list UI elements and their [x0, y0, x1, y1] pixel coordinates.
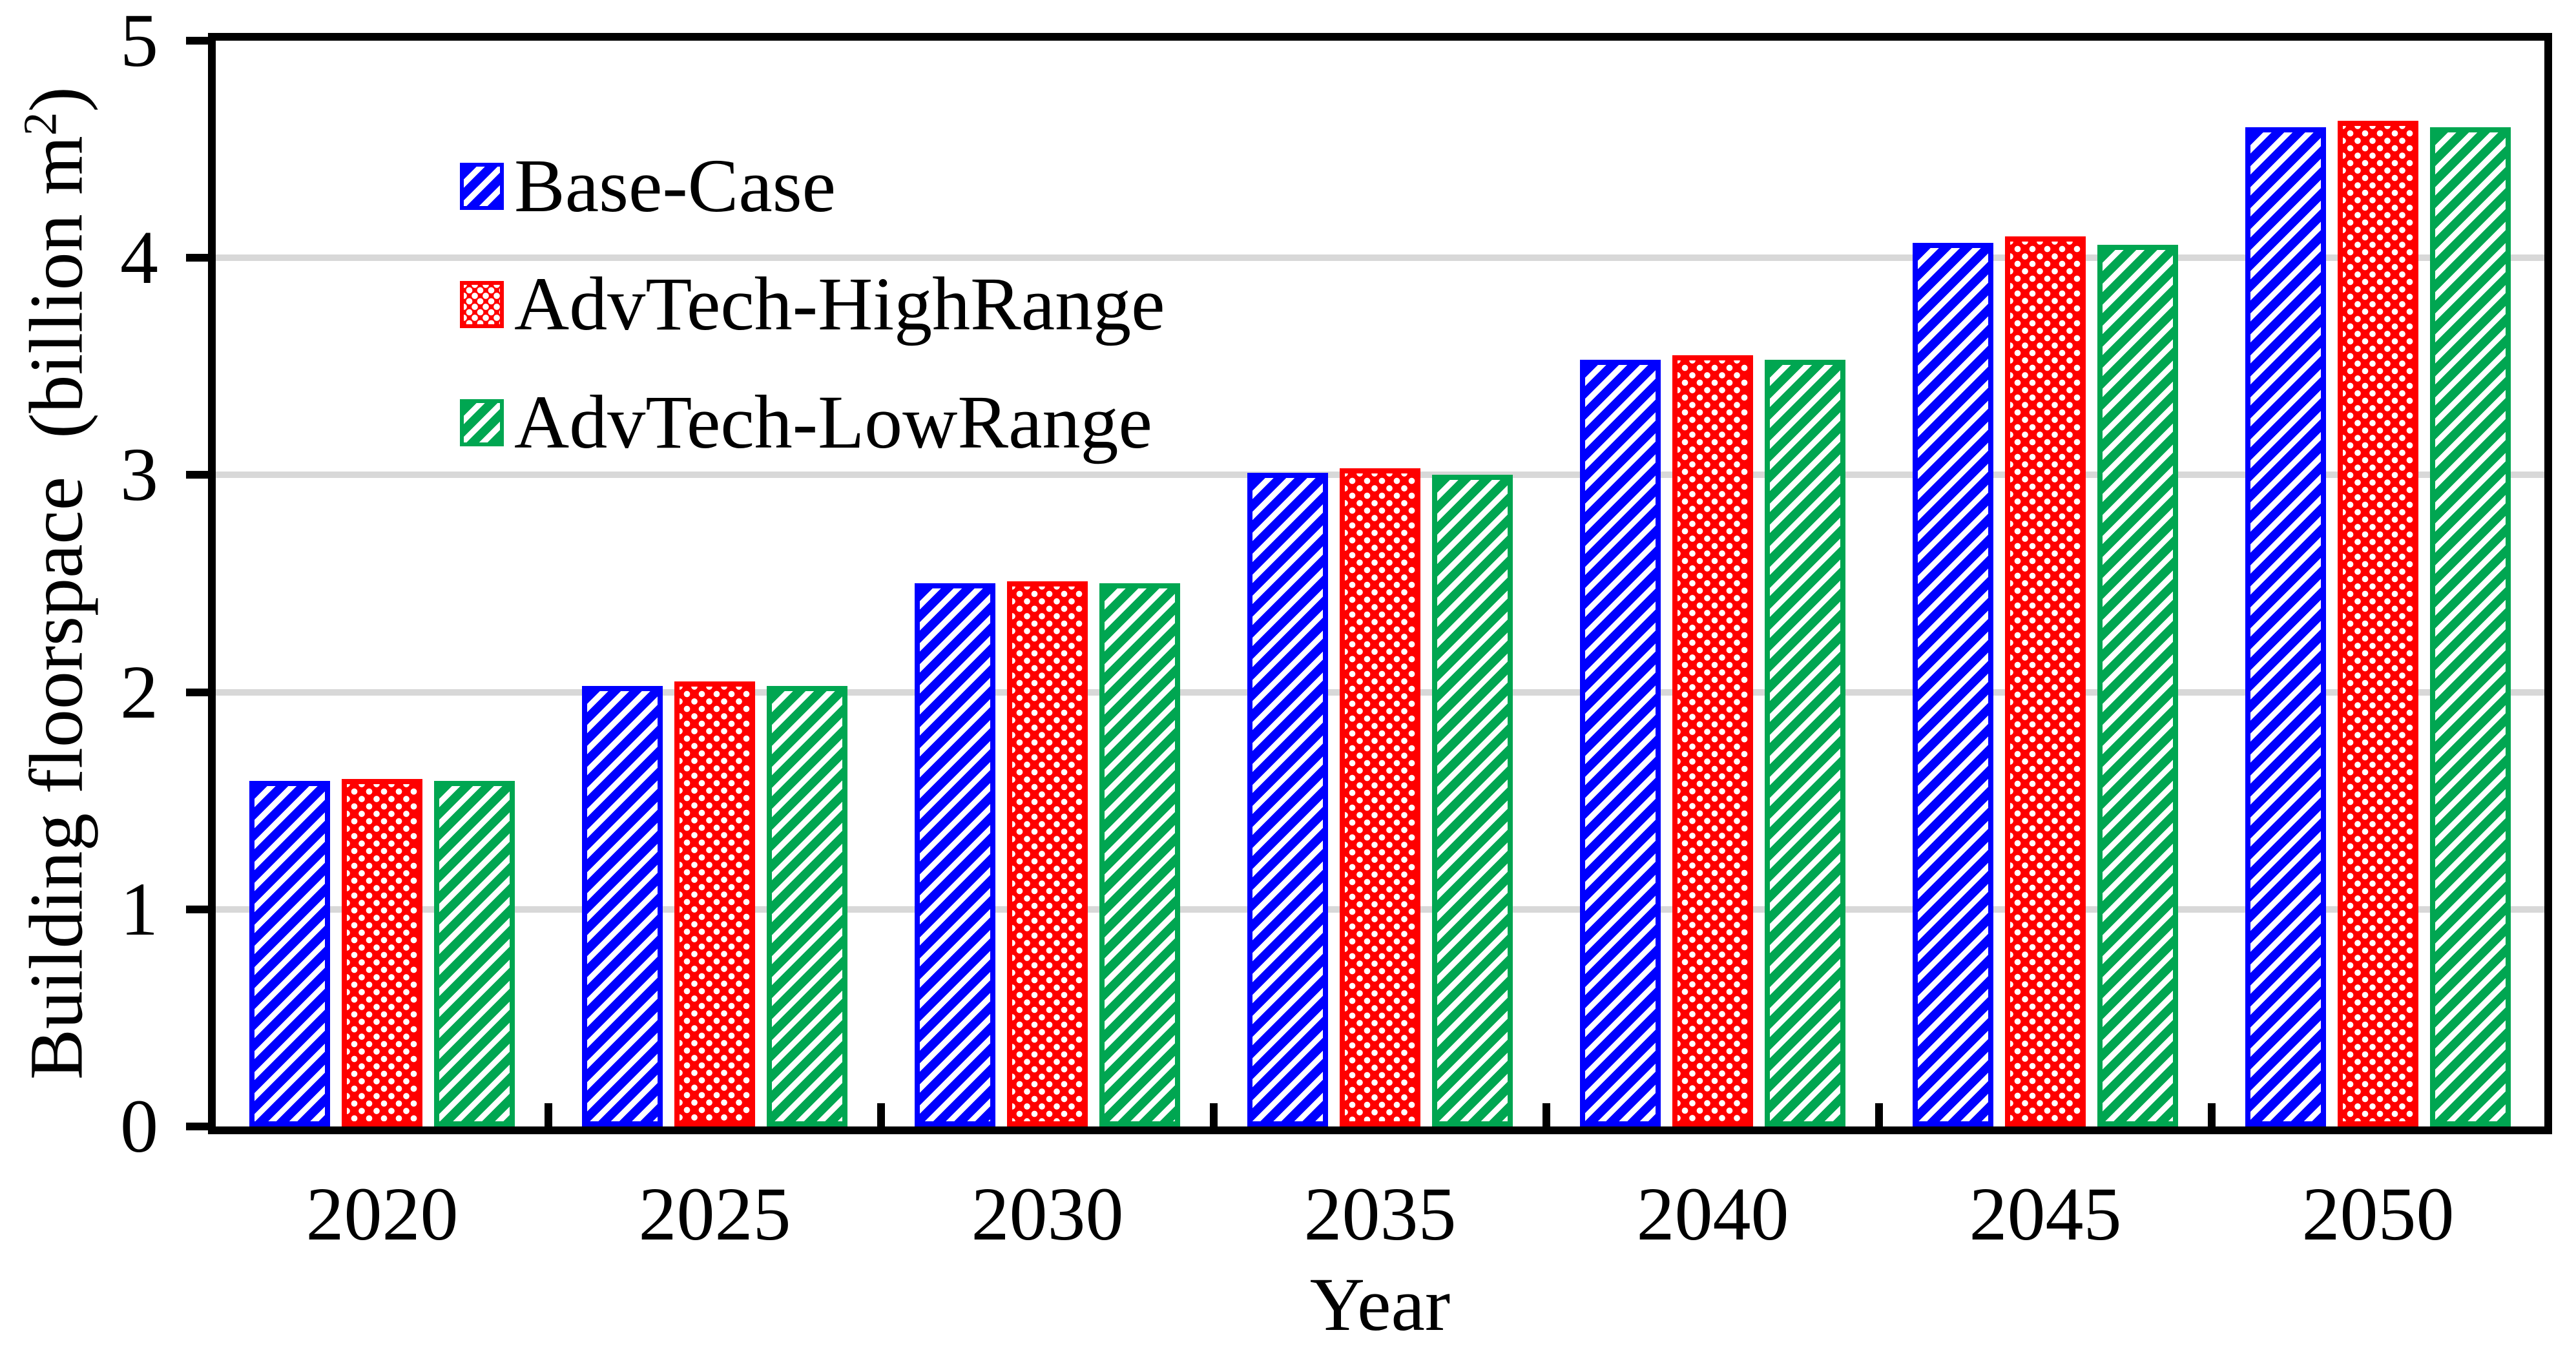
bar-2050-advtech-lowrange — [2430, 127, 2511, 1126]
x-boundary-tick-6 — [2208, 1103, 2216, 1126]
y-tick-label-5: 5 — [120, 0, 158, 83]
x-tick-label-2035: 2035 — [1304, 1172, 1457, 1256]
green-diagonal-hatch-swatch — [460, 399, 504, 446]
x-tick-label-2030: 2030 — [971, 1172, 1124, 1256]
blue-diagonal-hatch-swatch — [460, 162, 504, 210]
bar-group-2050 — [2212, 41, 2544, 1126]
y-tick-1 — [186, 905, 208, 913]
x-boundary-tick-2 — [877, 1103, 885, 1126]
gridline-y-4 — [216, 254, 2544, 262]
legend-label: AdvTech-LowRange — [514, 380, 1152, 464]
bar-2030-advtech-lowrange — [1099, 583, 1180, 1126]
bar-2025-advtech-lowrange — [767, 686, 847, 1126]
bar-2020-advtech-highrange — [342, 779, 422, 1126]
x-boundary-tick-3 — [1210, 1103, 1218, 1126]
x-boundary-tick-5 — [1875, 1103, 1883, 1126]
bar-2045-base-case — [1913, 243, 1993, 1126]
bar-group-2040 — [1546, 41, 1879, 1126]
bar-2040-advtech-highrange — [1672, 355, 1753, 1126]
y-tick-label-4: 4 — [120, 215, 158, 300]
bar-2020-advtech-lowrange — [434, 781, 515, 1126]
legend-item-advtech-lowrange: AdvTech-LowRange — [460, 380, 1152, 464]
bar-2035-base-case — [1247, 473, 1328, 1126]
bar-group-2020 — [216, 41, 548, 1126]
legend-label: AdvTech-HighRange — [514, 262, 1165, 346]
bar-group-2035 — [1214, 41, 1546, 1126]
x-tick-label-2025: 2025 — [638, 1172, 791, 1256]
red-dot-lattice-swatch — [460, 280, 504, 328]
x-tick-label-2040: 2040 — [1636, 1172, 1789, 1256]
x-boundary-tick-4 — [1542, 1103, 1550, 1126]
bar-2040-base-case — [1580, 360, 1661, 1126]
legend-label: Base-Case — [514, 143, 836, 228]
x-tick-label-2045: 2045 — [1969, 1172, 2122, 1256]
bar-2035-advtech-lowrange — [1432, 475, 1513, 1126]
x-tick-label-2050: 2050 — [2301, 1172, 2455, 1256]
y-tick-0 — [186, 1123, 208, 1130]
y-tick-4 — [186, 254, 208, 262]
bar-2025-advtech-highrange — [674, 681, 755, 1126]
y-tick-label-1: 1 — [120, 866, 158, 951]
bar-group-2045 — [1879, 41, 2212, 1126]
legend-item-advtech-highrange: AdvTech-HighRange — [460, 262, 1165, 346]
y-tick-label-2: 2 — [120, 649, 158, 734]
bar-2030-base-case — [915, 583, 995, 1126]
y-tick-2 — [186, 688, 208, 696]
plot-area — [216, 41, 2544, 1126]
legend-item-base-case: Base-Case — [460, 143, 836, 228]
bar-2020-base-case — [249, 781, 330, 1126]
y-tick-5 — [186, 37, 208, 45]
bar-2050-advtech-highrange — [2338, 121, 2418, 1126]
y-tick-label-0: 0 — [120, 1084, 158, 1168]
x-axis-title: Year — [1309, 1262, 1451, 1347]
x-boundary-tick-1 — [545, 1103, 552, 1126]
bar-2045-advtech-lowrange — [2097, 245, 2178, 1126]
x-tick-label-2020: 2020 — [306, 1172, 459, 1256]
bar-2025-base-case — [582, 686, 663, 1126]
bar-2045-advtech-highrange — [2005, 236, 2086, 1126]
bar-group-2025 — [548, 41, 881, 1126]
bar-group-2030 — [881, 41, 1214, 1126]
y-tick-label-3: 3 — [120, 432, 158, 517]
bar-2030-advtech-highrange — [1007, 581, 1088, 1126]
bar-2050-base-case — [2245, 127, 2326, 1126]
bar-2040-advtech-lowrange — [1765, 360, 1845, 1126]
bar-2035-advtech-highrange — [1340, 468, 1420, 1126]
y-tick-3 — [186, 471, 208, 479]
y-axis-title-close-paren: ) — [14, 87, 99, 112]
y-axis-title-superscript: 2 — [14, 112, 67, 136]
